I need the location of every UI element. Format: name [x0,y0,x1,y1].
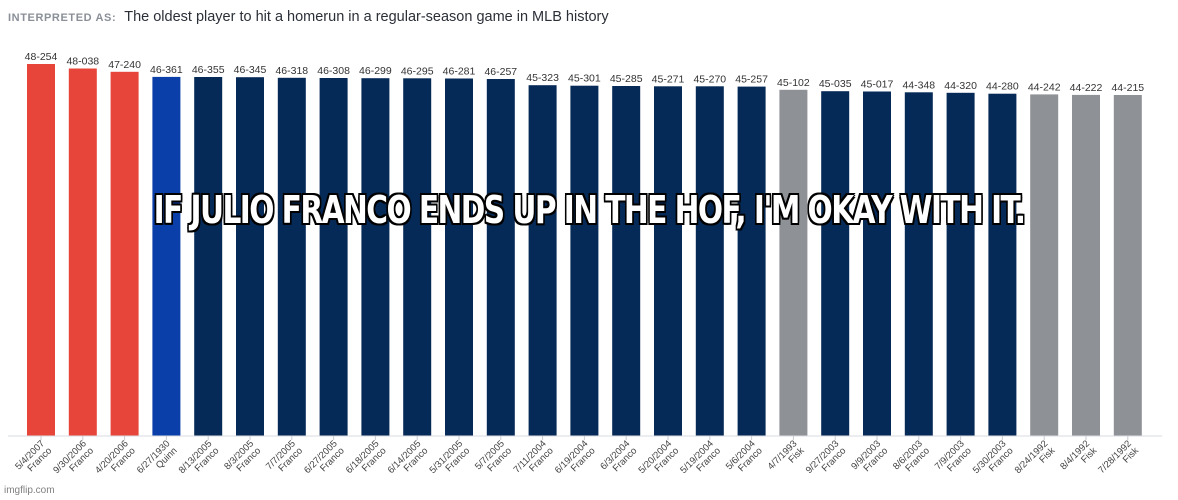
interpreted-as-label: INTERPRETED AS: [8,12,117,24]
bar-value-label: 45-323 [526,72,559,84]
bar-8 [319,78,348,436]
bar-21 [863,91,891,436]
bar-19 [779,89,808,437]
bar-23 [946,92,975,437]
bar-value-label: 45-285 [610,73,643,85]
bar-value-label: 46-257 [484,66,517,78]
bar-value-label: 46-355 [192,64,225,76]
bar-value-label: 45-102 [777,77,810,89]
bar-value-label: 45-257 [735,74,768,86]
bar-value-label: 44-215 [1111,82,1144,94]
bar-value-label: 44-348 [902,79,935,91]
bar-6 [236,77,264,436]
bar-20 [821,91,850,436]
bar-16 [654,86,682,437]
bar-1 [27,64,55,436]
bar-4 [152,76,181,437]
bar-value-label: 44-222 [1070,82,1103,94]
bar-14 [570,85,599,436]
bar-value-label: 46-345 [234,64,267,76]
bar-22 [904,92,933,437]
bar-3 [110,71,139,437]
bar-18 [737,86,766,436]
bar-value-label: 45-017 [861,79,894,91]
bar-value-label: 44-320 [944,80,977,92]
imgflip-watermark: imgflip.com [4,485,55,496]
bar-value-label: 46-281 [443,66,476,78]
bar-value-label: 44-280 [986,81,1019,93]
bar-9 [361,78,390,436]
bar-value-label: 45-270 [693,73,726,85]
bar-7 [277,77,306,437]
bar-25 [1030,94,1059,437]
bar-value-label: 46-299 [359,65,392,77]
bar-24 [988,93,1017,436]
bar-15 [612,86,641,436]
bar-10 [403,78,432,437]
bar-5 [194,77,223,436]
meme-caption: IF JULIO FRANCO ENDS UP IN THE HOF, I'M … [153,188,1026,232]
bar-2 [68,68,97,436]
bar-17 [695,86,724,437]
chart-title: The oldest player to hit a homerun in a … [124,9,609,25]
bar-value-label: 47-240 [108,59,141,71]
bar-value-label: 46-318 [275,65,308,77]
bar-value-label: 45-035 [819,78,852,90]
bar-value-label: 48-254 [25,51,58,63]
bar-27 [1113,95,1142,436]
bar-11 [445,78,473,436]
bar-value-label: 46-295 [401,65,434,77]
bar-value-label: 46-308 [317,65,350,77]
bar-value-label: 45-271 [652,73,685,85]
bar-value-label: 44-242 [1028,81,1061,93]
bar-26 [1072,94,1100,437]
bar-value-label: 48-038 [66,56,99,68]
bar-13 [528,85,557,436]
chart-header: INTERPRETED AS: The oldest player to hit… [8,9,609,27]
bar-value-label: 45-301 [568,73,601,85]
bar-value-label: 46-361 [150,64,183,76]
bar-12 [486,79,515,436]
